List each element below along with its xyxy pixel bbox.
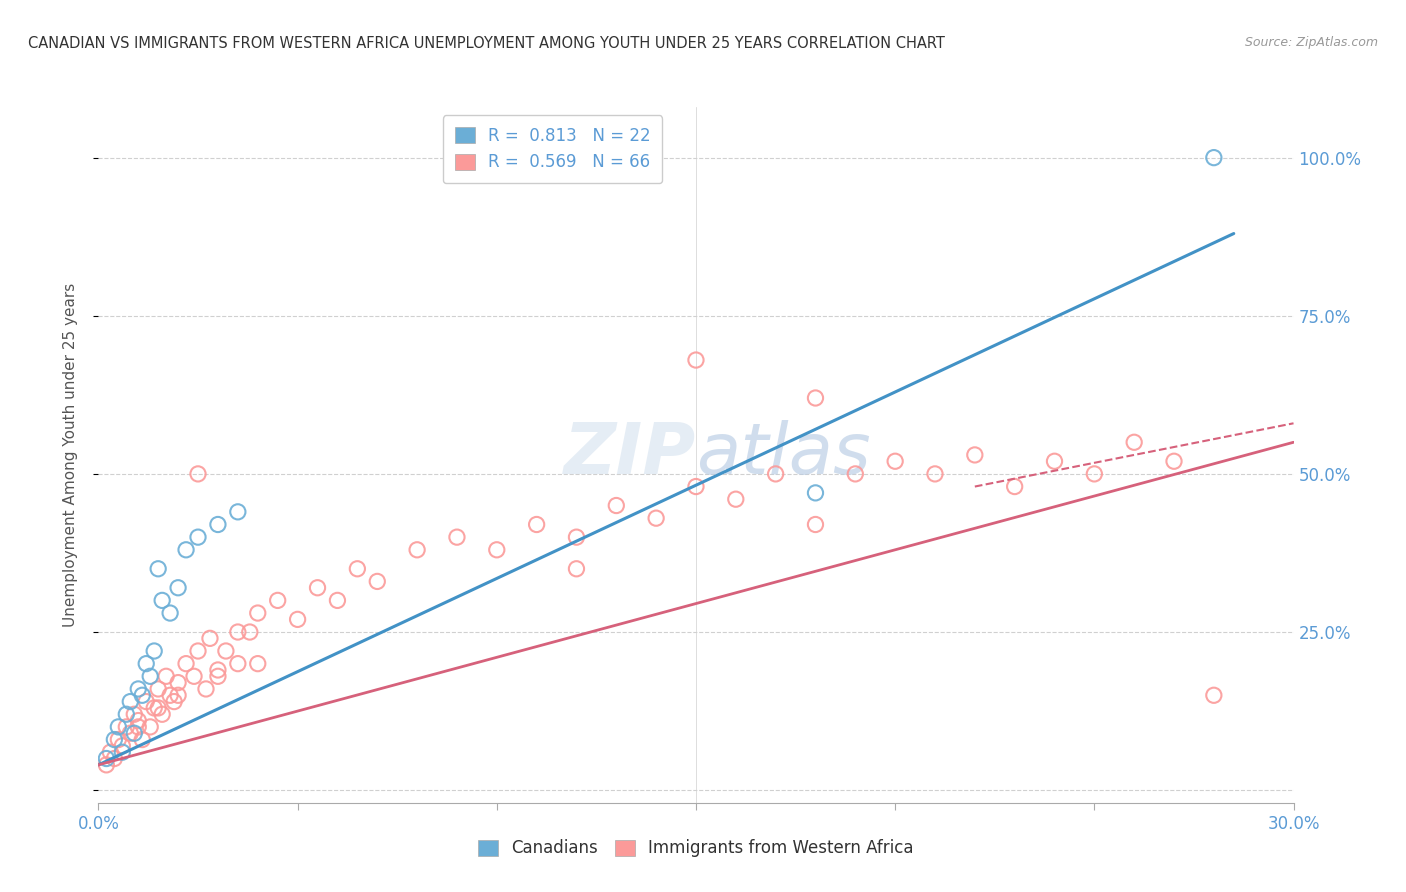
Point [107,732,129,747]
Point [143,644,166,658]
Point [239,625,262,640]
Point [167,688,190,702]
Point [131,732,153,747]
Point [685,353,707,368]
Point [120,726,142,740]
Point [96,751,118,765]
Point [1083,467,1105,481]
Point [127,681,149,696]
Point [198,632,221,646]
Point [103,732,125,747]
Legend: Canadians, Immigrants from Western Africa: Canadians, Immigrants from Western Afric… [471,833,921,864]
Point [804,391,827,405]
Point [207,663,229,677]
Point [183,669,205,683]
Text: Source: ZipAtlas.com: Source: ZipAtlas.com [1244,36,1378,49]
Point [765,467,787,481]
Point [207,669,229,683]
Point [226,657,249,671]
Point [124,707,146,722]
Point [148,701,170,715]
Point [267,593,290,607]
Y-axis label: Unemployment Among Youth under 25 years: Unemployment Among Youth under 25 years [63,283,77,627]
Point [685,479,707,493]
Point [111,739,134,753]
Point [143,701,166,715]
Point [346,562,368,576]
Point [287,612,309,626]
Point [804,517,827,532]
Point [187,644,209,658]
Point [226,625,249,640]
Point [924,467,946,481]
Point [159,688,181,702]
Point [246,606,269,620]
Point [98,745,122,759]
Point [174,657,197,671]
Point [326,593,349,607]
Point [135,695,157,709]
Text: CANADIAN VS IMMIGRANTS FROM WESTERN AFRICA UNEMPLOYMENT AMONG YOUTH UNDER 25 YEA: CANADIAN VS IMMIGRANTS FROM WESTERN AFRI… [28,36,945,51]
Point [645,511,668,525]
Point [187,530,209,544]
Point [565,530,588,544]
Point [187,467,209,481]
Point [167,581,190,595]
Text: atlas: atlas [696,420,870,490]
Point [884,454,907,468]
Point [526,517,548,532]
Point [124,726,146,740]
Point [1123,435,1146,450]
Point [1202,688,1225,702]
Point [565,562,588,576]
Point [135,657,157,671]
Point [207,517,229,532]
Point [724,492,747,507]
Point [174,542,197,557]
Point [804,486,827,500]
Point [246,657,269,671]
Point [148,562,170,576]
Point [406,542,429,557]
Point [307,581,329,595]
Point [127,720,149,734]
Point [155,669,177,683]
Point [107,720,129,734]
Point [163,695,186,709]
Text: ZIP: ZIP [564,420,696,490]
Point [103,751,125,765]
Point [150,707,173,722]
Point [115,707,138,722]
Point [159,606,181,620]
Point [127,714,149,728]
Point [366,574,388,589]
Point [139,720,162,734]
Point [485,542,508,557]
Point [139,669,162,683]
Point [963,448,986,462]
Point [120,695,142,709]
Point [215,644,238,658]
Point [150,593,173,607]
Point [131,688,153,702]
Point [1004,479,1026,493]
Point [167,675,190,690]
Point [115,720,138,734]
Point [96,757,118,772]
Point [111,745,134,759]
Point [446,530,468,544]
Point [148,681,170,696]
Point [844,467,866,481]
Point [1163,454,1185,468]
Point [195,681,218,696]
Point [1043,454,1066,468]
Point [1202,151,1225,165]
Point [605,499,627,513]
Point [226,505,249,519]
